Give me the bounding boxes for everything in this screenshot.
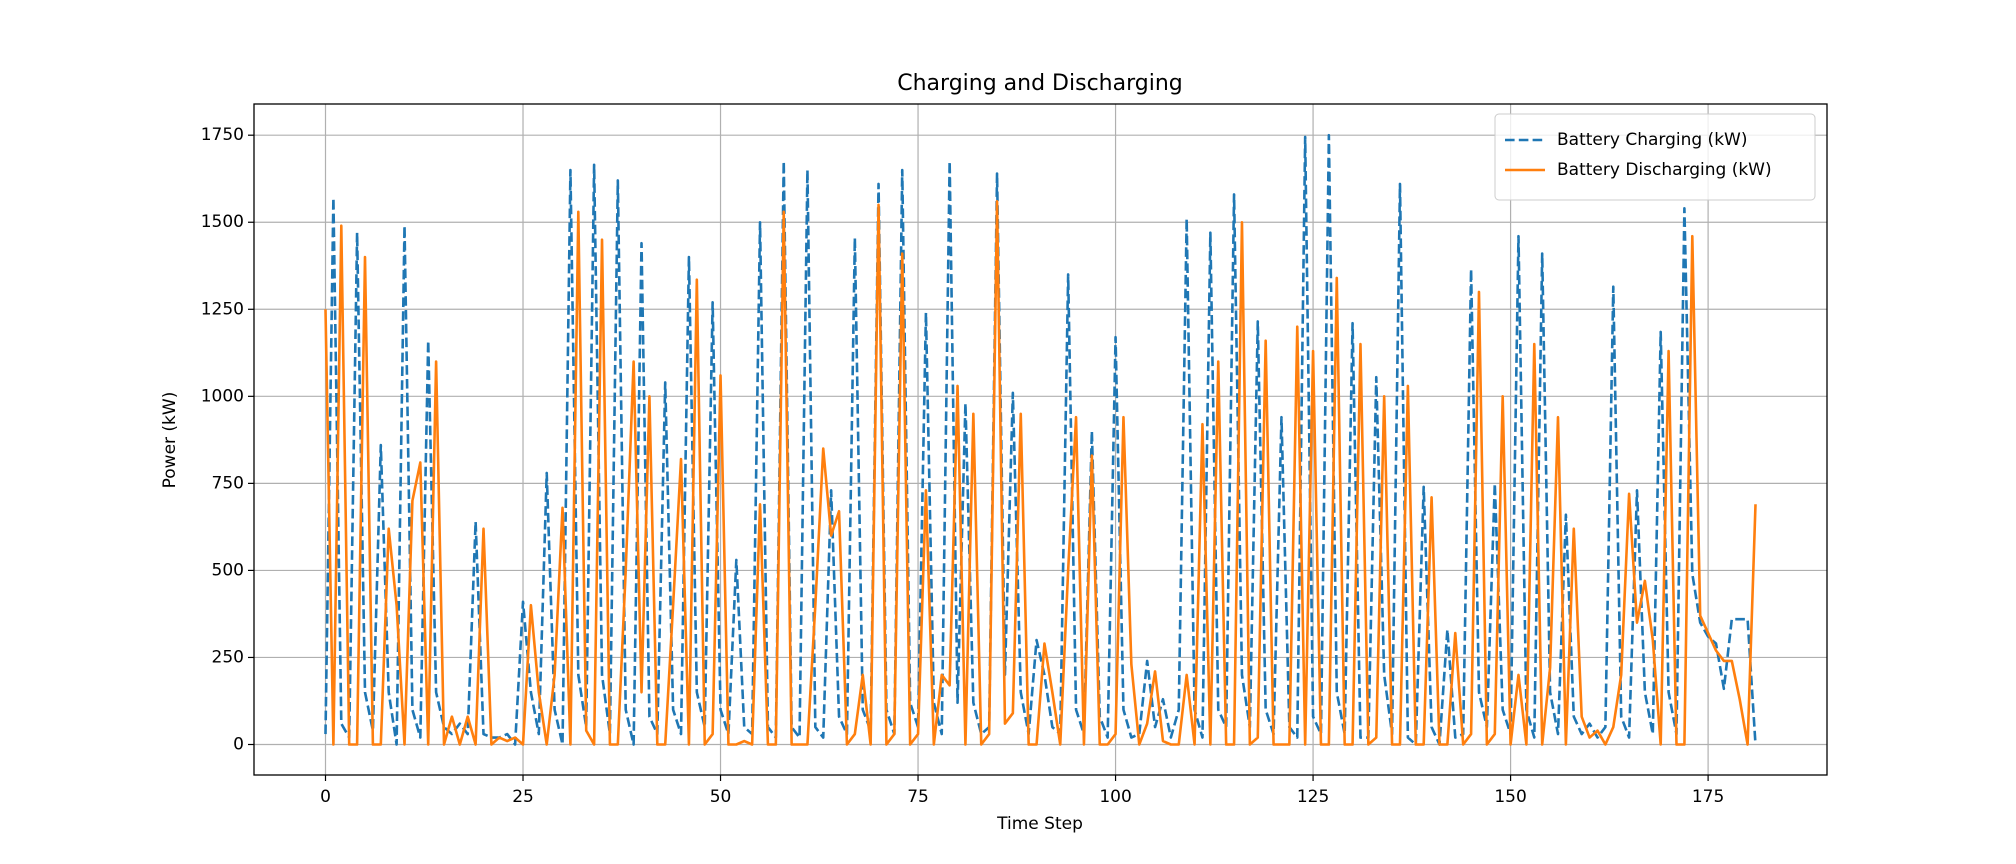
chart-title: Charging and Discharging — [897, 71, 1182, 96]
y-tick-label: 500 — [212, 560, 244, 580]
legend-box — [1494, 113, 1816, 201]
x-axis-label: Time Step — [996, 814, 1083, 834]
x-tick-label: 75 — [907, 787, 929, 807]
y-tick-label: 750 — [212, 473, 244, 493]
x-tick-label: 150 — [1494, 787, 1526, 807]
y-tick-label: 0 — [233, 735, 244, 755]
legend-label: Battery Charging (kW) — [1557, 130, 1747, 150]
y-tick-label: 1000 — [201, 386, 244, 406]
y-tick-label: 1750 — [201, 125, 244, 145]
x-tick-label: 175 — [1692, 787, 1724, 807]
y-axis-label: Power (kW) — [160, 392, 180, 489]
x-tick-label: 0 — [320, 787, 331, 807]
plot-frame — [253, 103, 1828, 776]
x-tick-label: 100 — [1099, 787, 1131, 807]
data-line — [324, 200, 1757, 746]
legend-label: Battery Discharging (kW) — [1557, 160, 1772, 180]
x-tick-label: 25 — [512, 787, 534, 807]
y-tick-label: 1500 — [201, 212, 244, 232]
x-tick-label: 50 — [710, 787, 732, 807]
data-line — [324, 133, 1757, 746]
y-tick-label: 1250 — [201, 299, 244, 319]
y-tick-label: 250 — [212, 647, 244, 667]
x-tick-label: 125 — [1297, 787, 1329, 807]
